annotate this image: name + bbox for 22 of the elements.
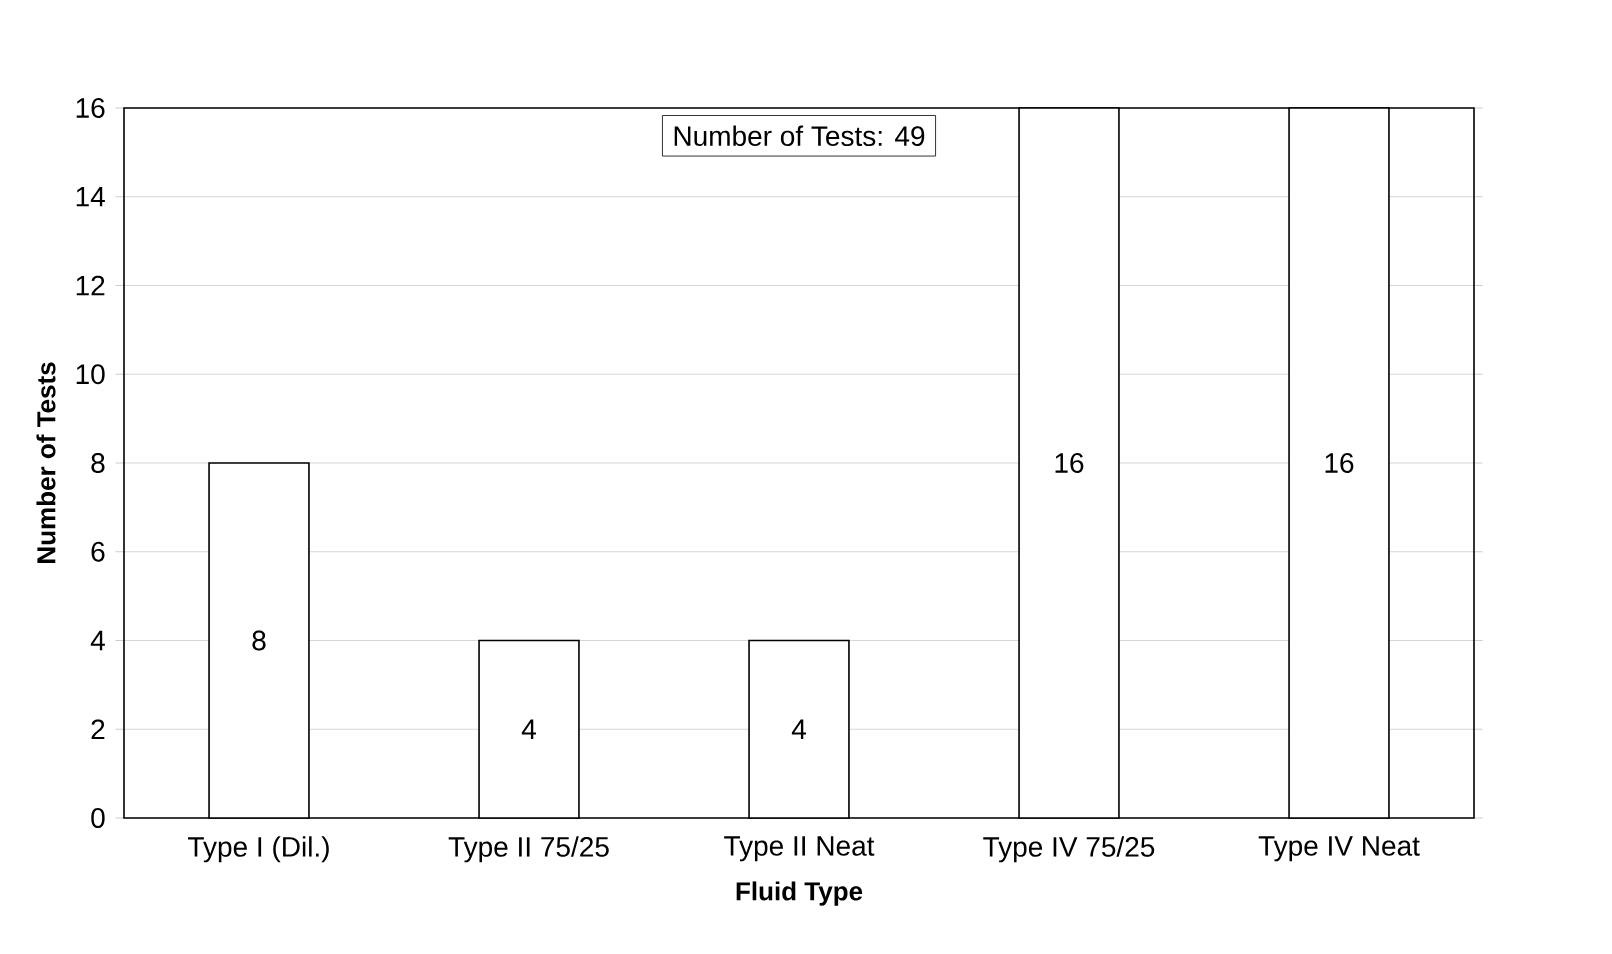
y-tick-label: 2 [91, 719, 105, 740]
y-tick-label: 12 [76, 275, 105, 296]
y-tick-label: 4 [90, 630, 105, 651]
y-tick-label: 10 [76, 364, 105, 385]
y-tick-label: 6 [91, 541, 105, 562]
x-tick-label: Type II 75/25 [448, 836, 609, 863]
y-tick-label: 8 [91, 453, 105, 473]
x-tick-label: Type IV Neat [1258, 836, 1420, 862]
data-label: 16 [1055, 453, 1084, 473]
x-tick-label: Type I (Dil.) [188, 836, 329, 863]
x-tick-label: Type IV 75/25 [983, 836, 1155, 863]
data-label: 16 [1325, 453, 1354, 473]
x-tick-label: Type II Neat [724, 836, 875, 862]
x-axis-title: Fluid Type [736, 881, 863, 906]
annotation: Number of Tests: 49 [674, 125, 925, 147]
data-label: 8 [252, 630, 266, 651]
data-label: 4 [521, 719, 536, 739]
y-tick-label: 0 [91, 808, 105, 828]
data-label: 4 [791, 719, 806, 739]
y-tick-label: 14 [76, 187, 105, 207]
y-axis-title: Number of Tests [36, 362, 56, 563]
y-tick-label: 16 [76, 98, 105, 118]
